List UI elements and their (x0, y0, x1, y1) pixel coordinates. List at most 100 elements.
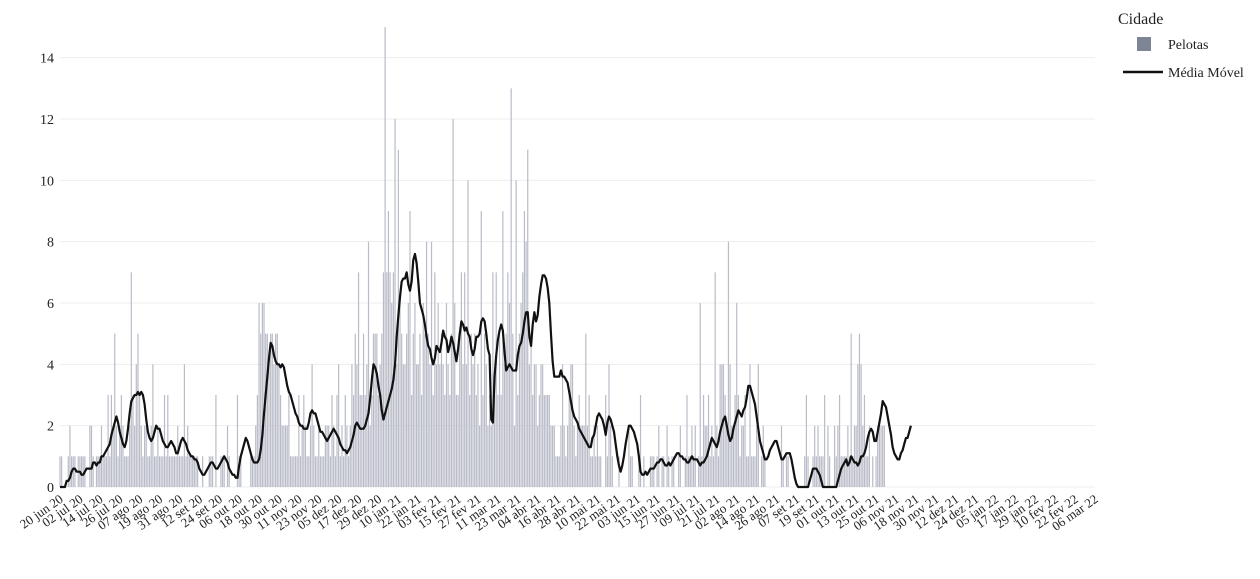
bar (153, 456, 156, 487)
bar (367, 241, 370, 487)
bar (663, 456, 665, 487)
bar (105, 456, 108, 487)
bar (440, 333, 443, 487)
bar (533, 364, 535, 487)
bar (482, 395, 484, 487)
bar (125, 456, 127, 487)
bar (109, 456, 111, 487)
bar (611, 456, 613, 487)
bar (67, 456, 69, 487)
bar (847, 425, 849, 487)
bar (253, 456, 255, 487)
bar (304, 425, 307, 487)
bar (877, 425, 879, 487)
bar (520, 303, 522, 487)
bar (855, 425, 857, 487)
bar (61, 456, 63, 487)
bar (457, 395, 459, 487)
bar (452, 119, 454, 487)
bar (145, 425, 147, 487)
bar (74, 456, 76, 487)
bar (256, 395, 258, 487)
bar (822, 456, 824, 487)
bar (318, 425, 320, 487)
bar (512, 333, 514, 487)
bar (557, 456, 559, 487)
bar (850, 333, 852, 487)
bar (658, 425, 660, 487)
bar (160, 456, 162, 487)
bar (639, 395, 642, 487)
bar (215, 395, 217, 487)
bar (409, 211, 411, 487)
bar (666, 425, 668, 487)
bar (631, 456, 633, 487)
bar (697, 456, 700, 487)
bar (417, 364, 419, 487)
bar (469, 395, 471, 487)
bar (729, 364, 731, 487)
bar (412, 333, 414, 487)
bar (724, 395, 726, 487)
bar (523, 211, 526, 487)
bar (694, 425, 696, 487)
bar (299, 456, 302, 487)
bar (289, 456, 292, 487)
bar (465, 364, 467, 487)
bar (668, 456, 670, 487)
bar (444, 395, 446, 487)
bar (585, 333, 587, 487)
y-tick-label: 4 (47, 358, 54, 373)
bar (517, 395, 519, 487)
bar (576, 425, 579, 487)
bar (827, 425, 829, 487)
bar (223, 456, 225, 487)
bar (95, 456, 98, 487)
bar-series-pelotas (59, 27, 885, 488)
bar (334, 456, 336, 487)
bar (535, 364, 537, 487)
bar (152, 364, 154, 487)
bar (538, 395, 540, 487)
y-tick-label: 12 (40, 113, 54, 128)
bar (140, 425, 142, 487)
bar (226, 425, 229, 487)
bar (820, 456, 822, 487)
bar (515, 180, 517, 487)
bar (596, 425, 598, 487)
bar (377, 395, 380, 487)
bar (689, 456, 691, 487)
bar (402, 364, 404, 487)
bar (351, 364, 353, 487)
bar (168, 456, 171, 487)
bar (281, 425, 283, 487)
bar (72, 456, 74, 487)
bar (134, 425, 136, 487)
bar (185, 456, 187, 487)
bar (838, 395, 841, 487)
bar (420, 395, 423, 487)
bar (157, 425, 159, 487)
bar (97, 456, 99, 487)
bar (487, 425, 489, 487)
bar (653, 456, 655, 487)
bar (528, 364, 530, 487)
bar (555, 456, 557, 487)
bar (761, 456, 763, 487)
bar (359, 395, 361, 487)
bar (328, 425, 330, 487)
bar (155, 456, 157, 487)
bar (250, 456, 252, 487)
bar (588, 395, 590, 487)
bar (805, 395, 807, 487)
bar (407, 303, 409, 487)
bar (860, 364, 862, 487)
bar (883, 425, 885, 487)
bar (600, 456, 602, 487)
bar (348, 456, 350, 487)
bar (880, 425, 882, 487)
bar (882, 425, 884, 487)
bar (371, 395, 373, 487)
y-tick-label: 14 (40, 52, 54, 67)
bar (485, 364, 487, 487)
